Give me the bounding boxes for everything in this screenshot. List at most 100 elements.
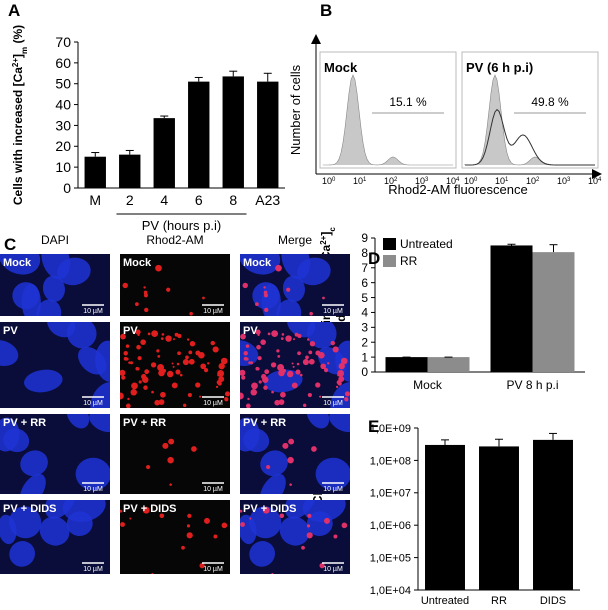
rhod-spot — [168, 438, 175, 445]
rhod-spot — [154, 399, 160, 406]
image-bg — [120, 322, 230, 408]
nucleus — [66, 414, 90, 429]
micrograph — [120, 414, 230, 494]
histogram-fill — [464, 74, 595, 166]
nucleus — [20, 450, 48, 477]
rhod-spot — [155, 264, 162, 272]
rhod-spot — [212, 346, 219, 353]
micrograph — [240, 414, 350, 494]
rhod-spot — [143, 290, 148, 295]
rhod-spot — [301, 545, 305, 550]
scale-bar-label: 10 µM — [323, 308, 343, 315]
image-content — [240, 254, 331, 316]
rhod-spot — [291, 362, 294, 365]
gate-percent: 15.1 % — [389, 95, 427, 109]
rhod-spot — [141, 373, 147, 380]
rhod-spot — [264, 307, 269, 313]
rhod-spot — [203, 368, 209, 373]
rhod-spot — [224, 391, 230, 397]
rhod-spot — [274, 399, 280, 406]
rhod-spot — [173, 338, 176, 341]
rhod-spot — [240, 522, 245, 527]
nucleus — [3, 428, 30, 453]
rhod-spot — [337, 381, 342, 386]
rhod-spot — [143, 385, 148, 390]
bar — [119, 154, 141, 188]
tick-exponent: 1 — [363, 177, 367, 183]
panel-letter: A — [8, 1, 20, 20]
rhod-spot — [332, 346, 339, 353]
rhod-spot — [306, 524, 311, 528]
rhod-spot — [199, 395, 202, 398]
nucleus — [75, 457, 110, 491]
bar — [257, 81, 279, 188]
rhod-spot — [287, 456, 294, 464]
rhod-spot — [183, 403, 187, 408]
rhod-spot — [123, 351, 128, 356]
rhod-spot — [142, 506, 150, 514]
rhod-spot — [136, 344, 141, 350]
histogram-line — [464, 108, 595, 166]
rhod-spot — [322, 296, 325, 300]
rhod-spot — [282, 442, 289, 449]
rhod-spot — [338, 376, 345, 383]
rhod-spot — [255, 329, 261, 335]
rhod-spot — [305, 355, 309, 360]
rhod-spot — [120, 392, 124, 400]
x-tick-label: RR — [491, 595, 507, 607]
rhod-spot — [243, 351, 248, 356]
rhod-spot — [277, 354, 281, 358]
rhod-spot — [297, 333, 302, 339]
x-tick-label: A23 — [255, 192, 280, 208]
rhod-spot — [218, 363, 225, 370]
scale-bar-label: 10 µM — [203, 400, 223, 407]
rhod-spot — [295, 369, 301, 375]
rhod-spot — [250, 389, 258, 396]
image-content — [120, 329, 230, 408]
rhod-spot — [319, 562, 325, 569]
axis-title-part: ] — [319, 232, 333, 236]
micrograph — [240, 322, 350, 408]
image-label: PV — [3, 325, 18, 337]
rhod-spot — [138, 380, 142, 384]
rhod-spot — [191, 446, 197, 452]
image-bg — [120, 500, 230, 574]
rhod-spot — [171, 362, 174, 365]
rhod-spot — [319, 395, 322, 398]
rhod-spot — [338, 363, 345, 370]
y-tick-label: 4 — [361, 306, 368, 320]
y-tick-label: 1,0E+06 — [370, 520, 411, 532]
rhod-spot — [286, 370, 294, 378]
nucleus — [24, 369, 63, 393]
image-content — [240, 414, 350, 494]
nucleus — [279, 516, 310, 546]
rhod-spot — [215, 385, 219, 388]
rhod-spot — [195, 350, 201, 356]
x-tick-label: 6 — [195, 192, 203, 208]
axis-title-part: Cells with increased [Ca — [11, 67, 25, 205]
bar — [425, 444, 465, 590]
rhod-spot — [166, 370, 174, 378]
rhod-spot — [271, 330, 279, 338]
histogram-frame — [319, 51, 457, 169]
y-tick-label: 30 — [55, 117, 71, 133]
nucleus — [302, 500, 346, 522]
micrograph — [120, 500, 230, 574]
rhod-spot — [261, 373, 267, 380]
y-tick-label: 7 — [361, 261, 368, 275]
y-tick-label: 3 — [361, 321, 368, 335]
rhod-spot — [293, 338, 296, 341]
nucleus — [0, 339, 19, 366]
rhod-spot — [160, 391, 166, 398]
rhod-spot — [176, 362, 180, 366]
y-tick-label: 70 — [55, 34, 71, 50]
rhod-spot — [186, 524, 191, 528]
rhod-spot — [249, 517, 252, 520]
y-tick-label: 10 — [55, 159, 71, 175]
rhod-spot — [251, 382, 258, 390]
rhod-spot — [221, 522, 228, 529]
rhod-spot — [125, 344, 130, 348]
rhod-spot — [150, 362, 157, 368]
image-content — [240, 500, 348, 574]
image-content — [120, 506, 228, 574]
